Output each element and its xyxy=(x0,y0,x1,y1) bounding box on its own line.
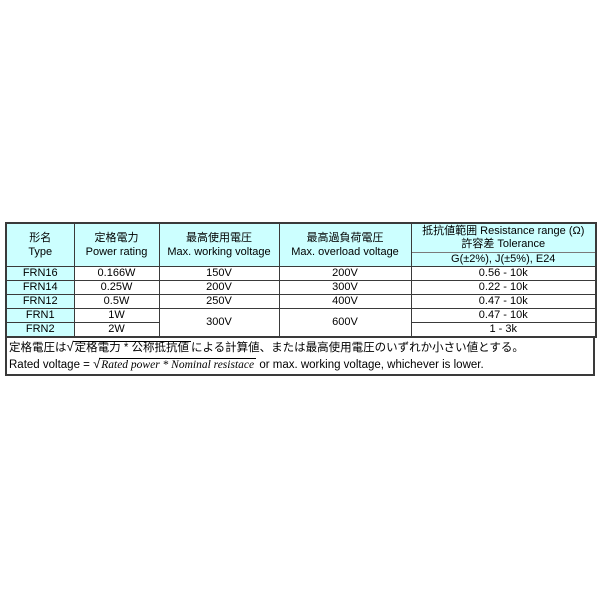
spec-sheet: 形名 Type 定格電力 Power rating 最高使用電圧 Max. wo… xyxy=(5,222,597,376)
header-range-line2: 許容差 Tolerance xyxy=(461,238,546,250)
cell-working-voltage: 250V xyxy=(158,294,280,309)
header-range-line1: 抵抗値範囲 Resistance range (Ω) xyxy=(422,225,585,237)
header-type-jp: 形名 xyxy=(29,232,52,244)
sqrt-symbol: √ xyxy=(93,356,100,371)
header-power-en: Power rating xyxy=(85,246,148,258)
cell-working-voltage: 150V xyxy=(158,266,280,281)
cell-overload-voltage: 200V xyxy=(278,266,412,281)
header-power-jp: 定格電力 xyxy=(94,232,139,244)
col-header-power-rating: 定格電力 Power rating xyxy=(73,222,160,267)
cell-working-voltage-merged: 300V xyxy=(158,308,280,338)
resistance-range-title: 抵抗値範囲 Resistance range (Ω) 許容差 Tolerance xyxy=(412,224,595,253)
cell-type: FRN16 xyxy=(5,266,75,281)
table-row-frn16: FRN16 0.166W 150V 200V 0.56 - 10k xyxy=(5,266,597,281)
header-range-tolerance-series: G(±2%), J(±5%), E24 xyxy=(451,253,556,265)
header-overload-jp: 最高過負荷電圧 xyxy=(306,232,384,244)
col-header-working-voltage: 最高使用電圧 Max. working voltage xyxy=(158,222,280,267)
note-english: Rated voltage = √ Rated power * Nominal r… xyxy=(9,356,591,373)
note-en-radicand: Rated power * Nominal resistace xyxy=(99,358,257,371)
cell-resistance-range: 0.22 - 10k xyxy=(410,280,597,295)
header-overload-en: Max. overload voltage xyxy=(291,246,399,258)
cell-resistance-range: 1 - 3k xyxy=(410,322,597,338)
header-type-en: Type xyxy=(28,246,53,258)
cell-type: FRN14 xyxy=(5,280,75,295)
cell-power: 0.5W xyxy=(73,294,160,309)
cell-overload-voltage: 400V xyxy=(278,294,412,309)
cell-power: 2W xyxy=(73,322,160,338)
resistor-spec-table: 形名 Type 定格電力 Power rating 最高使用電圧 Max. wo… xyxy=(5,222,597,338)
cell-power: 0.166W xyxy=(73,266,160,281)
sqrt-symbol: √ xyxy=(66,339,74,354)
col-header-resistance-range: 抵抗値範囲 Resistance range (Ω) 許容差 Tolerance… xyxy=(410,222,597,267)
cell-overload-voltage-merged: 600V xyxy=(278,308,412,338)
note-jp-suffix: による計算値、または最高使用電圧のいずれか小さい値とする。 xyxy=(191,342,524,354)
cell-power: 1W xyxy=(73,308,160,323)
cell-type: FRN2 xyxy=(5,322,75,338)
cell-type: FRN12 xyxy=(5,294,75,309)
cell-resistance-range: 0.47 - 10k xyxy=(410,294,597,309)
note-en-prefix: Rated voltage = xyxy=(9,359,94,371)
col-header-type: 形名 Type xyxy=(5,222,75,267)
cell-working-voltage: 200V xyxy=(158,280,280,295)
table-row-frn2: FRN2 2W 1 - 3k xyxy=(5,322,597,338)
table-row-frn1: FRN1 1W 300V 600V 0.47 - 10k xyxy=(5,308,597,338)
cell-overload-voltage: 300V xyxy=(278,280,412,295)
cell-power: 0.25W xyxy=(73,280,160,295)
note-en-suffix: or max. working voltage, whichever is lo… xyxy=(256,359,484,371)
col-header-overload-voltage: 最高過負荷電圧 Max. overload voltage xyxy=(278,222,412,267)
cell-resistance-range: 0.56 - 10k xyxy=(410,266,597,281)
cell-resistance-range: 0.47 - 10k xyxy=(410,308,597,323)
note-jp-prefix: 定格電圧は xyxy=(9,342,67,354)
header-row: 形名 Type 定格電力 Power rating 最高使用電圧 Max. wo… xyxy=(5,222,597,267)
note-japanese: 定格電圧は√ 定格電力 * 公称抵抗値 による計算値、または最高使用電圧のいずれか小… xyxy=(9,339,591,356)
table-row-frn14: FRN14 0.25W 200V 300V 0.22 - 10k xyxy=(5,280,597,295)
table-row-frn12: FRN12 0.5W 250V 400V 0.47 - 10k xyxy=(5,294,597,309)
header-working-jp: 最高使用電圧 xyxy=(186,232,252,244)
note-jp-radicand: 定格電力 * 公称抵抗値 xyxy=(72,341,192,354)
header-working-en: Max. working voltage xyxy=(167,246,271,258)
notes-box: 定格電圧は√ 定格電力 * 公称抵抗値 による計算値、または最高使用電圧のいずれか小… xyxy=(5,338,595,376)
cell-type: FRN1 xyxy=(5,308,75,323)
